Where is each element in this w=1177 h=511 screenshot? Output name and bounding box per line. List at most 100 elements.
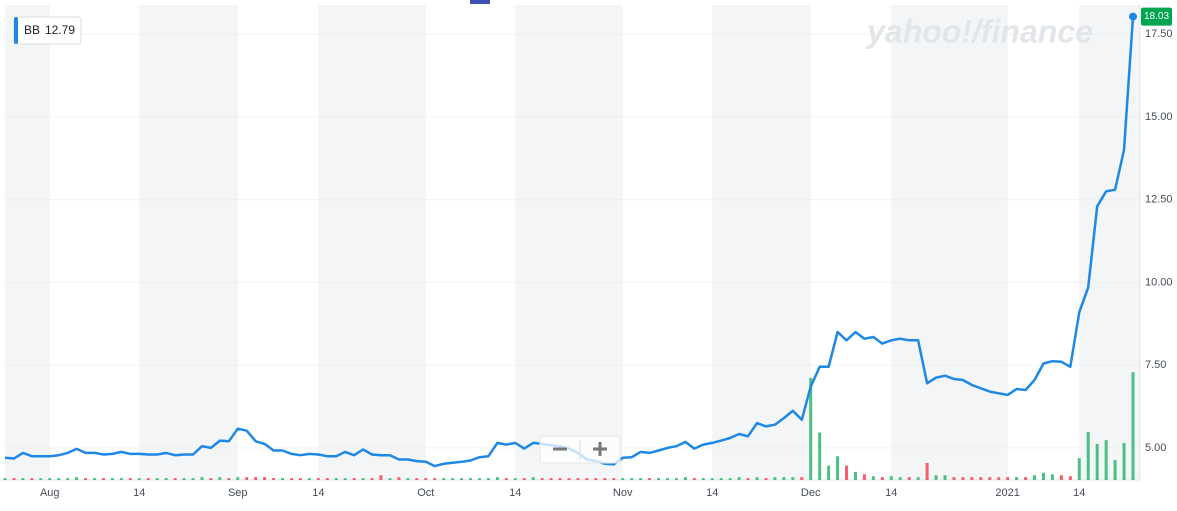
x-tick-label: 14 xyxy=(1073,487,1085,499)
volume-bar xyxy=(827,465,831,480)
zoom-in-button[interactable] xyxy=(582,438,618,461)
volume-bar xyxy=(701,478,705,480)
month-bands xyxy=(5,5,1140,480)
volume-bar xyxy=(1050,474,1054,480)
volume-bar xyxy=(48,478,52,480)
month-band xyxy=(139,5,238,480)
volume-bar xyxy=(119,478,123,480)
volume-bar xyxy=(594,478,598,480)
logo: yahoo!/finance xyxy=(865,13,1093,49)
volume-bar xyxy=(970,477,974,480)
volume-bar xyxy=(576,478,580,480)
legend-name: BB xyxy=(24,23,40,37)
price-tag xyxy=(1141,7,1172,26)
volume-bar xyxy=(370,478,374,480)
volume-bar xyxy=(1086,432,1090,480)
volume-bar xyxy=(137,478,141,480)
volume-bar xyxy=(1095,443,1099,480)
volume-bar xyxy=(442,478,446,480)
volume-bar xyxy=(343,478,347,480)
price-tag-label: 18.03 xyxy=(1144,11,1169,22)
last-point xyxy=(1129,12,1137,21)
volume-bar xyxy=(191,478,195,480)
volume-bar xyxy=(469,478,473,480)
x-tick-label: Oct xyxy=(417,487,434,499)
volume-bar xyxy=(504,478,508,480)
x-tick-label: 14 xyxy=(312,487,324,499)
x-tick-label: 2021 xyxy=(995,487,1019,499)
volume-bar xyxy=(263,477,267,480)
zoom-control xyxy=(539,435,621,464)
volume-bar xyxy=(75,477,79,480)
volume-bar xyxy=(746,478,750,480)
volume-bar xyxy=(979,477,983,480)
zoom-out-button[interactable] xyxy=(542,438,578,461)
month-band xyxy=(515,5,623,480)
volume-bar xyxy=(845,465,849,480)
x-tick-label: 14 xyxy=(885,487,897,499)
volume-bar xyxy=(101,478,105,480)
volume-bar xyxy=(943,475,947,480)
volume-bar xyxy=(889,476,893,480)
volume-bar xyxy=(110,478,114,480)
volume-bar xyxy=(674,478,678,480)
volume-bar xyxy=(1122,442,1126,480)
volume-bar xyxy=(639,478,643,480)
volume-bar xyxy=(522,478,526,480)
volume-bar xyxy=(997,477,1001,480)
y-tick-label: 12.50 xyxy=(1145,194,1173,206)
volume-bar xyxy=(218,477,222,480)
volume-bar xyxy=(791,477,795,480)
volume-bar xyxy=(66,478,70,480)
x-tick-label: Nov xyxy=(613,487,633,499)
volume-bar xyxy=(1015,477,1019,480)
volume-bar xyxy=(809,377,813,480)
volume-bar xyxy=(236,477,240,480)
volume-bar xyxy=(898,477,902,480)
volume-bar xyxy=(531,477,535,480)
volume-bar xyxy=(719,478,723,480)
volume-bar xyxy=(352,478,356,480)
volume-bar xyxy=(934,475,938,480)
volume-bar xyxy=(289,478,293,480)
volume-bar xyxy=(21,478,25,480)
grid: Aug 14 Sep 14 Oct 14 Nov 14 Dec 14 2021 14 5.00 7.50 1… xyxy=(0,5,1173,499)
volume-bar xyxy=(710,478,714,480)
volume-bar xyxy=(397,477,401,480)
x-tick-label: Sep xyxy=(228,487,248,499)
volume-bar xyxy=(173,478,177,480)
volume-bar xyxy=(12,478,16,480)
volume-bar xyxy=(1033,475,1037,480)
volume-bar xyxy=(486,478,490,480)
volume-bar xyxy=(952,477,956,480)
volume-bar xyxy=(209,478,213,480)
volume-bar xyxy=(773,477,777,480)
volume-bar xyxy=(621,478,625,480)
volume-bar xyxy=(880,477,884,480)
volume-bar xyxy=(1024,477,1028,480)
volume-bar xyxy=(782,477,786,480)
y-tick-label: 5.00 xyxy=(1145,442,1166,454)
legend-swatch xyxy=(14,17,18,44)
volume-bar xyxy=(245,477,249,480)
volume-bar xyxy=(3,478,7,480)
volume-bar xyxy=(648,478,652,480)
month-band xyxy=(712,5,811,480)
volume-bar xyxy=(388,478,392,480)
volume-bar xyxy=(836,456,840,480)
volume-bar xyxy=(57,478,61,480)
volume-bar xyxy=(415,478,419,480)
y-tick-label: 15.00 xyxy=(1145,111,1173,123)
volume-bar xyxy=(603,478,607,480)
volume-bar xyxy=(764,478,768,480)
volume-bar xyxy=(39,478,43,480)
volume-bar xyxy=(379,475,383,480)
volume-bar xyxy=(227,478,231,480)
volume-bar xyxy=(200,477,204,480)
volume-bar xyxy=(406,478,410,480)
volume-bar xyxy=(1131,372,1135,480)
volume-bar xyxy=(1113,460,1117,480)
range-indicator xyxy=(470,0,490,4)
volume-bar xyxy=(925,462,929,480)
